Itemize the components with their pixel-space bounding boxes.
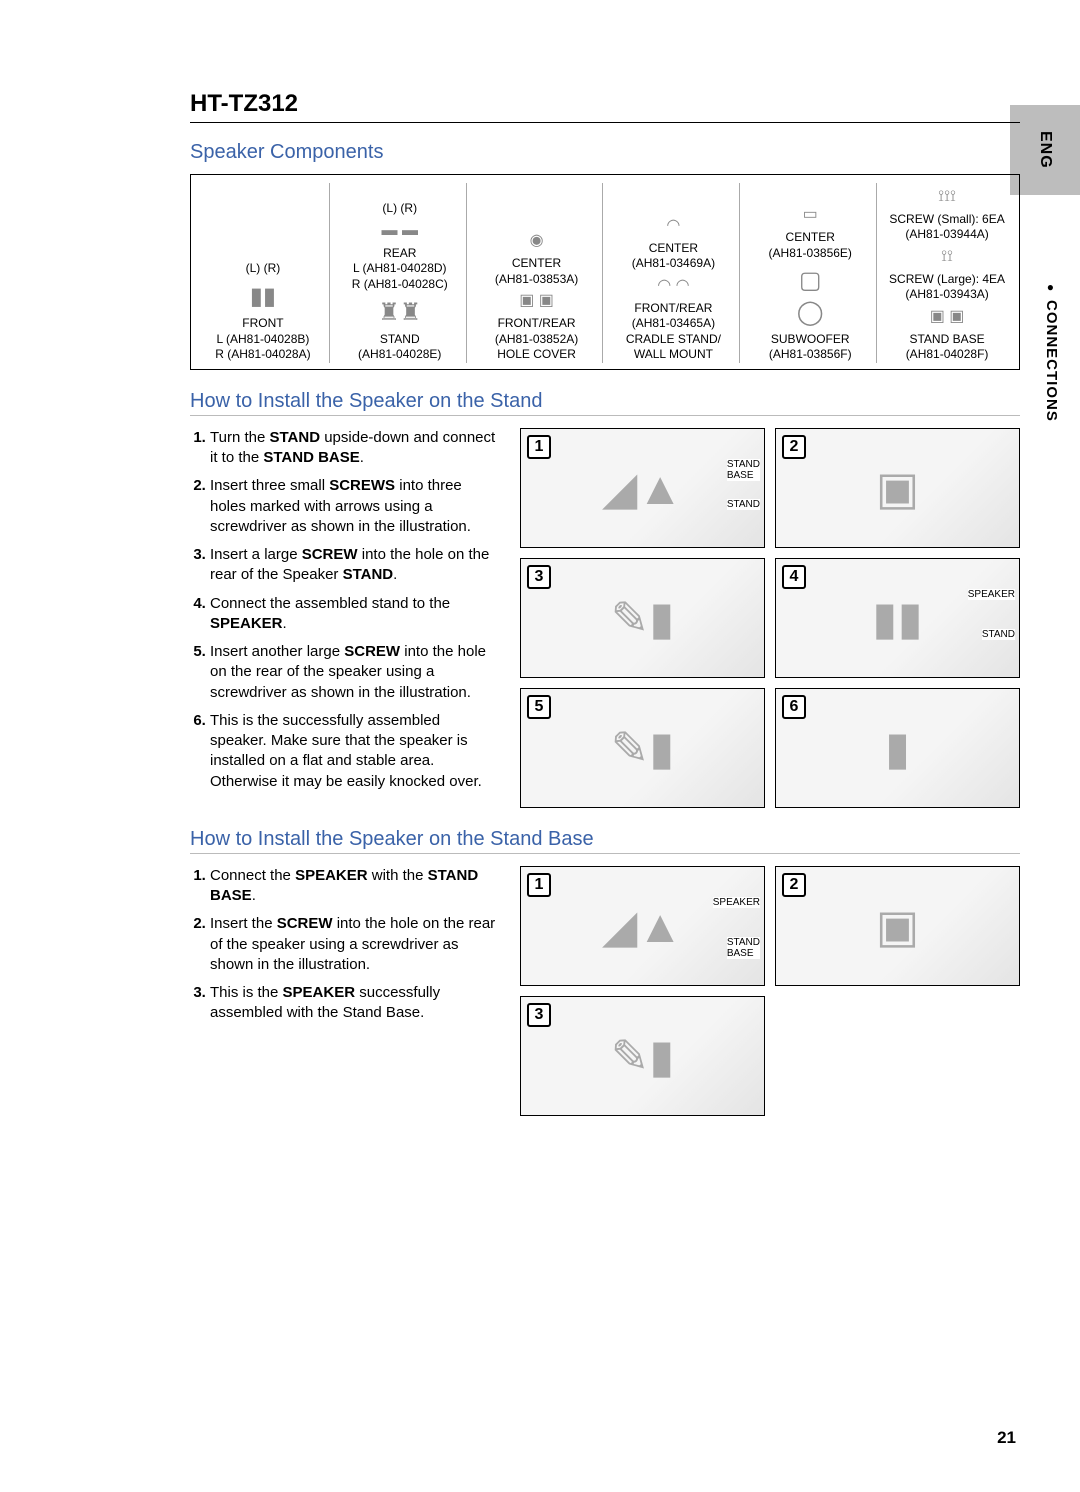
instruction-step: This is the SPEAKER successfully assembl… <box>210 983 500 1024</box>
diagram-callout-label: STAND <box>982 629 1015 640</box>
comp-parts: (AH81-03944A) <box>905 227 988 243</box>
diagram-step-5: 5 ✎▮ <box>520 688 765 808</box>
diagram-illustration: ◢▲ <box>602 461 683 515</box>
diagram-illustration: ✎▮ <box>611 721 675 775</box>
front-speaker-icon: ▮▮ <box>250 281 276 312</box>
step-number-badge: 2 <box>782 873 806 897</box>
comp-col-cradle: ◠ CENTER (AH81-03469A) ◠ ◠ FRONT/REAR (A… <box>607 183 740 363</box>
comp-name: REAR <box>383 246 416 262</box>
comp-parts: (AH81-03469A) <box>632 256 715 272</box>
step-number-badge: 3 <box>527 1003 551 1027</box>
comp-lr-label: (L) (R) <box>382 201 417 217</box>
diagram-step-4: 4 ▮▮ SPEAKER STAND <box>775 558 1020 678</box>
instruction-step: This is the successfully assembled speak… <box>210 711 500 792</box>
comp-name: STAND <box>380 332 420 348</box>
fr-cradle-icon: ◠ ◠ <box>657 276 689 297</box>
comp-parts: (AH81-03856F) <box>769 347 852 363</box>
comp-bottom: CRADLE STAND/ WALL MOUNT <box>626 332 721 363</box>
step-number-badge: 1 <box>527 873 551 897</box>
page-number: 21 <box>997 1428 1016 1448</box>
comp-col-rear-stand: (L) (R) ▬ ▬ REAR L (AH81-04028D) R (AH81… <box>334 183 467 363</box>
stand-instructions: Turn the STAND upside-down and connect i… <box>190 428 500 808</box>
comp-parts: (AH81-04028F) <box>906 347 989 363</box>
instruction-step: Connect the assembled stand to the SPEAK… <box>210 594 500 635</box>
center-speaker-icon: ▭ <box>803 205 818 226</box>
diagram-step-6: 6▮ <box>775 688 1020 808</box>
step-number-badge: 5 <box>527 695 551 719</box>
comp-parts: (AH81-04028E) <box>358 347 441 363</box>
comp-name: CENTER <box>649 241 698 257</box>
instruction-step: Insert another large SCREW into the hole… <box>210 642 500 703</box>
screw-large-icon: ⟟⟟ <box>941 247 953 268</box>
diagram-callout-label: STAND BASE <box>727 937 760 959</box>
comp-name: SCREW (Large): 4EA <box>889 272 1005 288</box>
step-number-badge: 2 <box>782 435 806 459</box>
comp-lr-label: (L) (R) <box>246 261 281 277</box>
center-cradle-icon: ◠ <box>666 216 680 237</box>
diagram-illustration: ✎▮ <box>611 1029 675 1083</box>
model-title: HT-TZ312 <box>190 90 1020 123</box>
screw-small-icon: ⟟⟟⟟ <box>938 187 956 208</box>
comp-parts: L (AH81-04028D) R (AH81-04028C) <box>352 261 448 292</box>
comp-col-front: (L) (R) ▮▮ FRONT L (AH81-04028B) R (AH81… <box>197 183 330 363</box>
comp-col-subwoofer: ▭ CENTER (AH81-03856E) ▢◯ SUBWOOFER (AH8… <box>744 183 877 363</box>
instruction-step: Insert three small SCREWS into three hol… <box>210 476 500 537</box>
comp-name: STAND BASE <box>909 332 984 348</box>
base-instructions: Connect the SPEAKER with the STAND BASE.… <box>190 866 500 1116</box>
comp-parts: (AH81-03856E) <box>769 246 852 262</box>
comp-name: CENTER <box>786 230 835 246</box>
diagram-illustration: ✎▮ <box>611 591 675 645</box>
instruction-step: Insert a large SCREW into the hole on th… <box>210 545 500 586</box>
comp-parts: (AH81-03852A) <box>495 332 578 348</box>
diagram-step-3: 3 ✎▮ <box>520 996 765 1116</box>
stand-icon: ♜♜ <box>378 297 421 328</box>
diagram-callout-label: STAND BASE <box>727 459 760 481</box>
diagram-step-1: 1 ◢▲ SPEAKER STAND BASE <box>520 866 765 986</box>
comp-col-screws-base: ⟟⟟⟟ SCREW (Small): 6EA (AH81-03944A) ⟟⟟ … <box>881 183 1013 363</box>
comp-name: SCREW (Small): 6EA <box>889 212 1004 228</box>
step-number-badge: 1 <box>527 435 551 459</box>
diagram-callout-label: SPEAKER <box>713 897 760 908</box>
instruction-step: Insert the SCREW into the hole on the re… <box>210 914 500 975</box>
comp-parts: (AH81-03853A) <box>495 272 578 288</box>
fr-cover-icon: ▣ ▣ <box>519 291 554 312</box>
subwoofer-icon: ▢◯ <box>797 265 824 327</box>
instruction-step: Connect the SPEAKER with the STAND BASE. <box>210 866 500 907</box>
diagram-step-1: 1 ◢▲ STAND BASE STAND <box>520 428 765 548</box>
components-diagram: (L) (R) ▮▮ FRONT L (AH81-04028B) R (AH81… <box>190 174 1020 370</box>
diagram-callout-label: STAND <box>727 499 760 510</box>
diagram-illustration: ▮▮ <box>872 591 923 645</box>
step-number-badge: 6 <box>782 695 806 719</box>
comp-name: CENTER <box>512 256 561 272</box>
comp-name: FRONT/REAR <box>634 301 712 317</box>
base-diagrams: 1◢▲SPEAKERSTAND BASE2▣3✎▮ <box>520 866 1020 1116</box>
rear-speaker-icon: ▬ ▬ <box>382 221 418 242</box>
comp-parts: (AH81-03943A) <box>905 287 988 303</box>
comp-name: SUBWOOFER <box>771 332 850 348</box>
diagram-callout-label: SPEAKER <box>968 589 1015 600</box>
section-install-stand: How to Install the Speaker on the Stand <box>190 390 1020 416</box>
section-install-base: How to Install the Speaker on the Stand … <box>190 828 1020 854</box>
instruction-step: Turn the STAND upside-down and connect i… <box>210 428 500 469</box>
diagram-illustration: ▣ <box>876 461 919 515</box>
comp-parts: L (AH81-04028B) R (AH81-04028A) <box>215 332 310 363</box>
section-components: Speaker Components <box>190 141 1020 164</box>
diagram-step-3: 3 ✎▮ <box>520 558 765 678</box>
comp-bottom: HOLE COVER <box>497 347 576 363</box>
diagram-illustration: ▣ <box>876 899 919 953</box>
comp-col-holecover: ◉ CENTER (AH81-03853A) ▣ ▣ FRONT/REAR (A… <box>471 183 604 363</box>
comp-parts: (AH81-03465A) <box>632 316 715 332</box>
step-number-badge: 4 <box>782 565 806 589</box>
diagram-illustration: ▮ <box>885 721 910 775</box>
diagram-illustration: ◢▲ <box>602 899 683 953</box>
stand-diagrams: 1◢▲STAND BASESTAND2▣3✎▮4▮▮SPEAKERSTAND5✎… <box>520 428 1020 808</box>
comp-name: FRONT <box>242 316 283 332</box>
diagram-step-2: 2▣ <box>775 866 1020 986</box>
stand-base-icon: ▣ ▣ <box>930 307 965 328</box>
comp-name: FRONT/REAR <box>498 316 576 332</box>
center-cover-icon: ◉ <box>530 231 544 252</box>
step-number-badge: 3 <box>527 565 551 589</box>
diagram-step-2: 2▣ <box>775 428 1020 548</box>
